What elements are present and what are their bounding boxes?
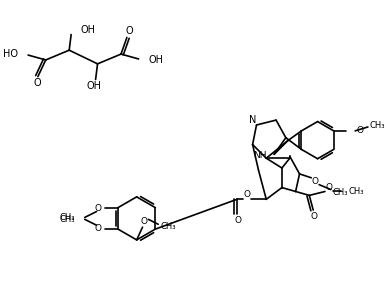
Text: OH: OH	[86, 81, 101, 91]
Text: CH₃: CH₃	[60, 213, 75, 222]
Text: O: O	[125, 25, 133, 36]
Text: O: O	[141, 217, 148, 226]
Text: CH₃: CH₃	[370, 122, 385, 130]
Text: O: O	[94, 224, 101, 233]
Text: HO: HO	[3, 49, 18, 59]
Text: O: O	[94, 204, 101, 213]
Text: CH₃: CH₃	[333, 188, 348, 197]
Text: O: O	[356, 126, 363, 135]
Text: N: N	[249, 115, 256, 125]
Text: O: O	[33, 79, 41, 88]
Text: O: O	[312, 177, 319, 186]
Text: O: O	[311, 212, 318, 222]
Text: OH: OH	[148, 55, 163, 65]
Text: OH: OH	[81, 25, 96, 35]
Text: O: O	[243, 190, 250, 199]
Text: CH₃: CH₃	[60, 215, 75, 224]
Text: NH: NH	[253, 151, 266, 160]
Text: O: O	[235, 216, 241, 225]
Text: CH₃: CH₃	[349, 187, 364, 196]
Text: O: O	[325, 183, 332, 192]
Text: CH₃: CH₃	[160, 222, 176, 231]
